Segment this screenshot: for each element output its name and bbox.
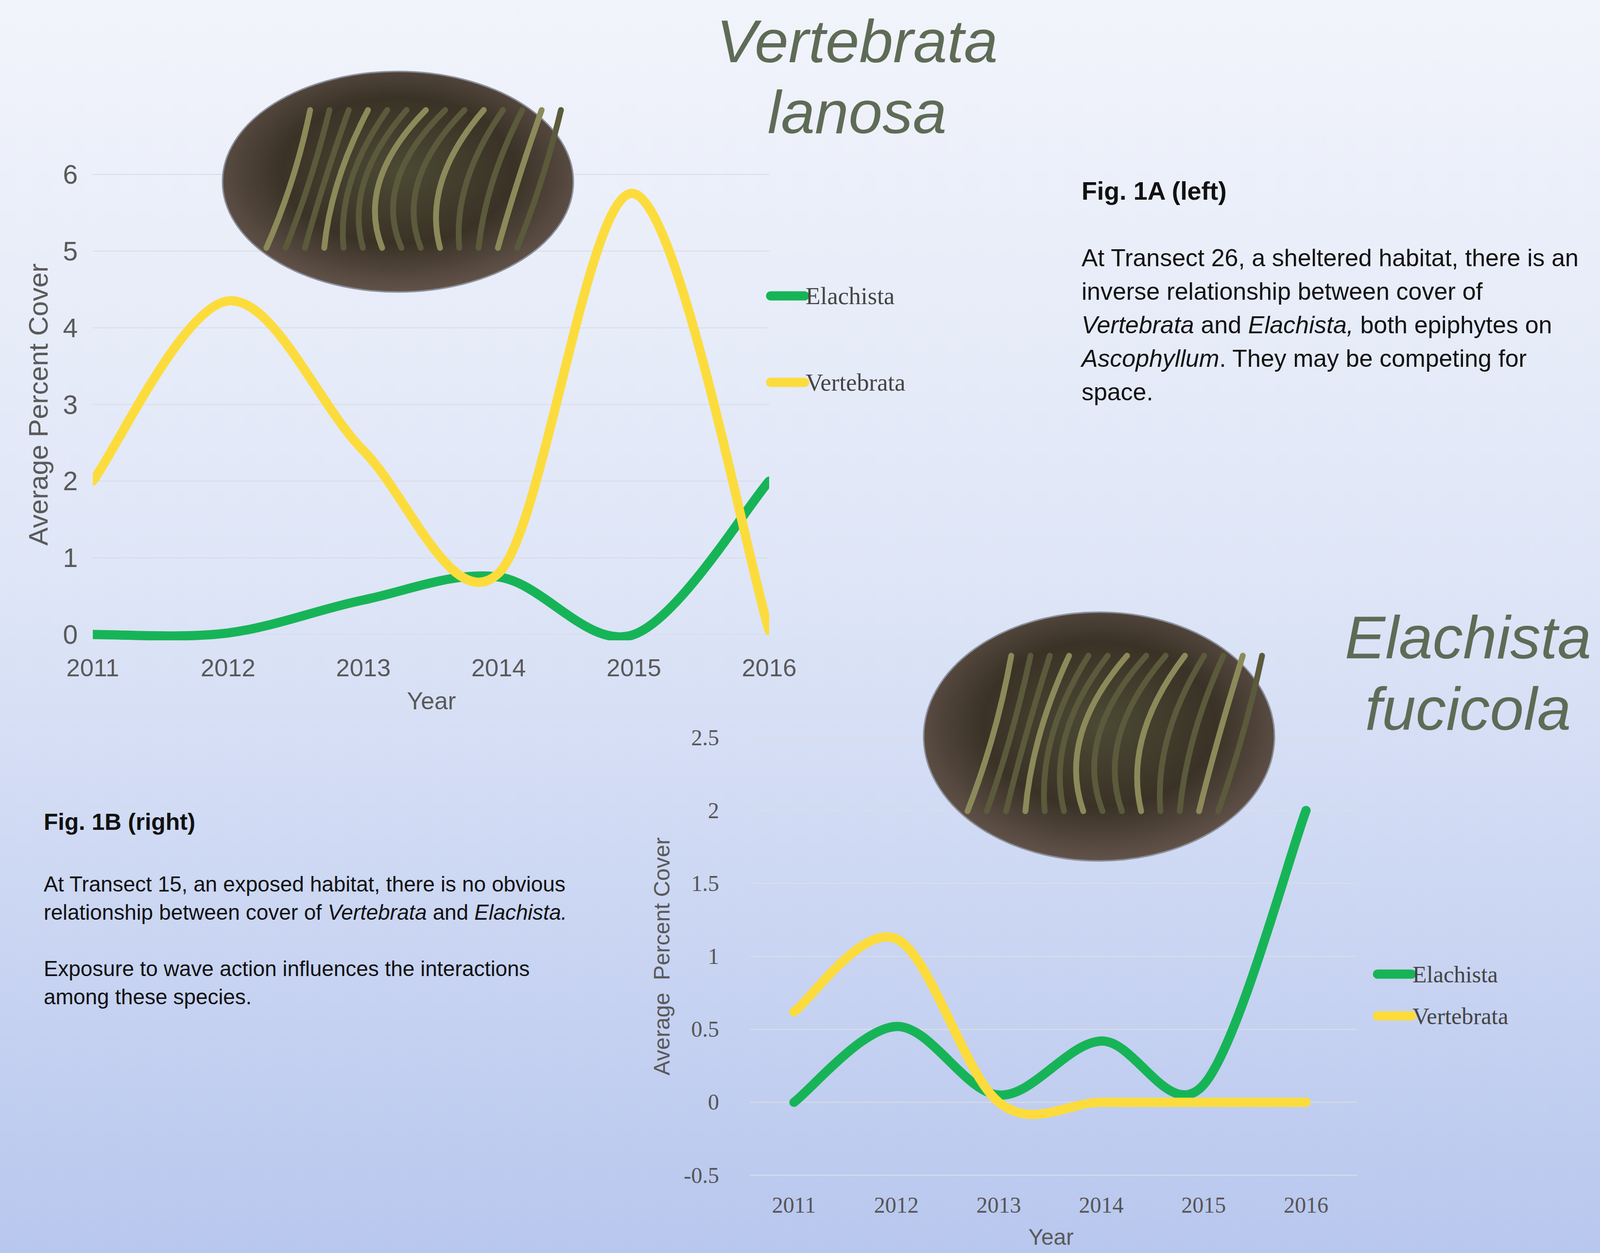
legend-label: Elachista [805, 282, 895, 310]
title-line: lanosa [767, 78, 947, 146]
y-tick-label: 0 [707, 1089, 720, 1115]
series-line [92, 481, 770, 637]
x-axis-title: Year [406, 687, 456, 715]
legend-label: Vertebrata [805, 368, 906, 396]
x-tick-label: 2012 [200, 653, 256, 682]
y-tick-label: 5 [62, 236, 78, 267]
y-tick-label: 1 [62, 542, 78, 573]
grid-line [92, 557, 770, 559]
caption-paragraph: At Transect 26, a sheltered habitat, the… [1081, 241, 1590, 410]
legend-swatch [770, 378, 805, 388]
y-tick-label: 4 [62, 312, 78, 344]
photo [222, 71, 574, 293]
y-tick-label: 1 [707, 944, 720, 969]
caption-run: and [426, 900, 475, 925]
title-line: Elachista [1344, 603, 1592, 671]
chart-title: Elachistafucicola [1344, 603, 1592, 743]
y-tick-label: 2.5 [691, 725, 720, 751]
caption-paragraph: Exposure to wave action influences the i… [43, 954, 593, 1012]
grid-layer [92, 174, 1358, 1176]
photo [923, 612, 1275, 861]
y-axis-title: Average Percent Cover [22, 263, 54, 546]
x-tick-label: 2015 [1181, 1192, 1226, 1218]
photo-detail [516, 109, 561, 248]
plot-lines [92, 193, 770, 637]
caption-body: At Transect 15, an exposed habitat, ther… [43, 870, 593, 1012]
poster: 0 1 2 3 4 5 6 2011 2012 2013 2014 2015 2016 Average P… [0, 0, 1600, 1253]
y-tick-label: 0 [62, 619, 78, 650]
grid-line [750, 882, 1358, 884]
x-tick-label: 2015 [606, 653, 662, 682]
caption-paragraph: At Transect 15, an exposed habitat, ther… [43, 870, 593, 927]
y-tick-label: 6 [62, 159, 78, 190]
y-tick-label: 2 [62, 465, 78, 497]
x-tick-label: 2014 [471, 653, 527, 682]
y-tick-label: 2 [707, 798, 720, 824]
y-tick-label: 3 [62, 389, 78, 420]
legend-swatch [770, 291, 805, 301]
x-tick-label: 2013 [336, 653, 392, 682]
y-tick-label: 0.5 [691, 1016, 720, 1042]
y-axis-title: Average Percent Cover [649, 837, 675, 1076]
y-tick-label: -0.5 [683, 1163, 720, 1188]
caption-run: Ascophyllum [1081, 344, 1220, 373]
caption-heading: Fig. 1A (left) [1081, 175, 1227, 207]
series-line [793, 810, 1307, 1103]
x-tick-label: 2016 [741, 653, 797, 682]
caption-run: At Transect 26, a sheltered habitat, the… [1081, 244, 1579, 306]
x-tick-label: 2011 [772, 1192, 816, 1218]
caption-run: and [1194, 311, 1249, 339]
legend-label: Vertebrata [1412, 1003, 1509, 1030]
x-tick-label: 2013 [976, 1192, 1022, 1218]
caption-run: Exposure to wave action influences the i… [43, 956, 530, 1009]
grid-line [92, 480, 770, 482]
caption-run: Vertebrata [1081, 311, 1195, 339]
x-tick-label: 2016 [1283, 1192, 1329, 1218]
caption-run: Elachista, [1248, 311, 1354, 339]
x-tick-label: 2011 [66, 653, 120, 682]
photo-detail [967, 655, 1012, 812]
y-tick-label: 1.5 [691, 871, 720, 896]
caption-run: Vertebrata [327, 900, 428, 925]
grid-line [750, 1174, 1358, 1176]
photo-detail [1199, 655, 1243, 812]
photo-detail [498, 109, 542, 248]
legend-label: Elachista [1412, 961, 1498, 988]
plot-lines [793, 810, 1307, 1115]
caption-heading: Fig. 1B (right) [43, 808, 196, 837]
series-line [793, 936, 1307, 1115]
legend-swatch [1377, 1011, 1412, 1021]
legend-swatch [1377, 969, 1412, 980]
grid-line [750, 1029, 1358, 1031]
photo-detail [266, 109, 310, 248]
title-line: Vertebrata [716, 7, 998, 75]
text-layer: 0 1 2 3 4 5 6 2011 2012 2013 2014 2015 2016 Average P… [22, 7, 1592, 1250]
caption-run: Elachista. [474, 900, 568, 925]
chart-title: Vertebratalanosa [716, 7, 998, 146]
caption-run: both epiphytes on [1353, 311, 1553, 339]
x-axis-title: Year [1028, 1224, 1074, 1250]
title-line: fucicola [1364, 674, 1571, 743]
photo-detail [1218, 655, 1262, 812]
x-tick-label: 2014 [1078, 1192, 1124, 1218]
grid-line [92, 404, 770, 406]
series-line [92, 193, 770, 631]
x-tick-label: 2012 [874, 1192, 919, 1218]
caption-body: At Transect 26, a sheltered habitat, the… [1081, 241, 1590, 410]
